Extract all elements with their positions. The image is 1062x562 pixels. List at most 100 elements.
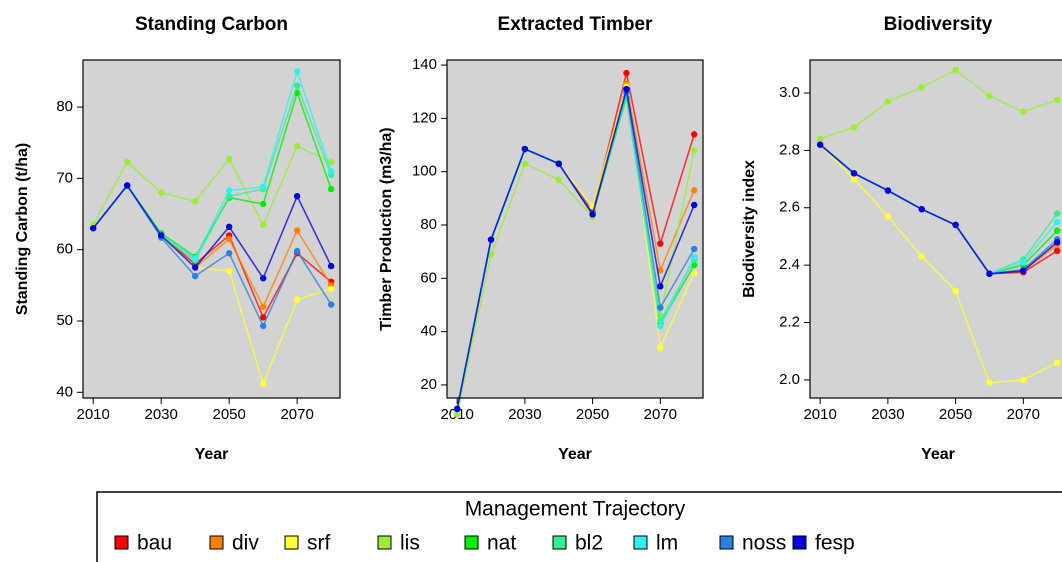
data-point bbox=[225, 155, 233, 163]
data-point bbox=[690, 269, 698, 277]
data-point bbox=[259, 221, 267, 228]
y-tick-label: 120 bbox=[412, 109, 437, 126]
data-point bbox=[191, 272, 199, 280]
series-line bbox=[819, 144, 1058, 384]
data-point bbox=[89, 225, 97, 232]
x-tick-label: 2050 bbox=[576, 406, 609, 423]
data-point bbox=[293, 68, 301, 75]
y-tick-label: 100 bbox=[412, 163, 437, 180]
data-point bbox=[191, 255, 199, 262]
data-point bbox=[1053, 227, 1061, 234]
y-tick-label: 70 bbox=[56, 169, 73, 186]
panel: Biodiversity Year Biodiversity index 2.0 2.2… bbox=[741, 14, 1062, 463]
legend-swatch bbox=[633, 535, 648, 550]
data-point bbox=[816, 141, 824, 148]
data-point bbox=[327, 301, 335, 308]
y-tick-label: 2.4 bbox=[779, 256, 800, 273]
data-point bbox=[327, 168, 335, 175]
data-point bbox=[259, 275, 267, 282]
y-tick-label: 140 bbox=[412, 56, 437, 73]
data-point bbox=[690, 131, 698, 138]
data-point bbox=[453, 405, 461, 413]
data-point bbox=[918, 84, 925, 91]
legend-label: nat bbox=[487, 532, 516, 555]
data-point bbox=[293, 82, 301, 89]
data-point bbox=[123, 182, 131, 189]
data-point bbox=[157, 232, 165, 239]
data-point bbox=[1020, 267, 1027, 275]
data-point bbox=[952, 221, 959, 229]
data-point bbox=[657, 323, 664, 330]
x-tick-label: 2050 bbox=[212, 406, 245, 423]
data-point bbox=[453, 411, 461, 418]
y-tick-label: 50 bbox=[56, 312, 73, 329]
y-tick-label: 40 bbox=[56, 383, 73, 400]
series-line bbox=[92, 145, 332, 227]
data-point bbox=[1053, 96, 1061, 104]
data-point bbox=[884, 98, 892, 105]
data-point bbox=[986, 270, 993, 277]
data-point bbox=[327, 262, 335, 270]
data-point bbox=[1020, 376, 1027, 384]
data-point bbox=[850, 170, 858, 177]
legend-label: bau bbox=[137, 532, 172, 555]
data-point bbox=[225, 235, 233, 243]
data-point bbox=[816, 135, 824, 143]
data-point bbox=[850, 175, 858, 183]
legend-swatch bbox=[464, 535, 479, 550]
legend-label: noss bbox=[742, 532, 786, 555]
data-point bbox=[225, 250, 233, 257]
panel: Standing Carbon Year Standing Carbon (t/ha… bbox=[14, 14, 341, 463]
series-line bbox=[92, 184, 332, 280]
data-point bbox=[657, 344, 664, 351]
data-point bbox=[1053, 359, 1061, 366]
data-point bbox=[1053, 247, 1061, 255]
data-point bbox=[657, 283, 664, 290]
data-point bbox=[918, 253, 925, 260]
data-point bbox=[521, 145, 529, 153]
y-axis-label: Biodiversity index bbox=[741, 160, 758, 298]
x-tick-label: 2050 bbox=[939, 406, 972, 423]
y-tick-label: 2.2 bbox=[779, 314, 800, 331]
data-point bbox=[1053, 218, 1061, 226]
data-point bbox=[986, 92, 993, 100]
data-point bbox=[690, 245, 698, 253]
legend-swatch bbox=[209, 535, 224, 550]
data-point bbox=[293, 247, 301, 255]
y-tick-label: 60 bbox=[56, 241, 73, 258]
data-point bbox=[293, 296, 301, 303]
y-tick-label: 2.8 bbox=[779, 141, 800, 158]
legend-label: fesp bbox=[815, 532, 855, 555]
legend-label: srf bbox=[307, 532, 330, 555]
data-point bbox=[327, 285, 335, 293]
plot-border bbox=[82, 59, 341, 399]
data-point bbox=[259, 314, 267, 321]
series-line bbox=[819, 69, 1058, 140]
x-tick-label: 2070 bbox=[280, 406, 313, 423]
x-tick-label: 2030 bbox=[871, 406, 904, 423]
data-point bbox=[690, 147, 698, 154]
data-point bbox=[259, 322, 267, 330]
data-point bbox=[293, 143, 301, 150]
panel: Extracted Timber Year Timber Production (m… bbox=[378, 14, 704, 463]
legend-label: bl2 bbox=[575, 532, 603, 555]
x-tick-label: 2010 bbox=[77, 406, 110, 423]
data-point bbox=[690, 201, 698, 209]
y-tick-label: 2.6 bbox=[779, 199, 800, 216]
data-point bbox=[293, 192, 301, 200]
data-point bbox=[521, 160, 529, 167]
legend-label: lm bbox=[656, 532, 678, 555]
data-point bbox=[327, 185, 335, 193]
plot-border bbox=[809, 59, 1062, 399]
data-point bbox=[1053, 238, 1061, 246]
legend-swatch bbox=[719, 535, 734, 550]
x-tick-label: 2030 bbox=[145, 406, 178, 423]
data-point bbox=[327, 158, 335, 166]
x-tick-label: 2010 bbox=[803, 406, 836, 423]
data-point bbox=[259, 183, 267, 191]
data-point bbox=[657, 267, 664, 274]
data-point bbox=[1053, 210, 1061, 217]
data-point bbox=[918, 206, 925, 213]
x-axis-label: Year bbox=[921, 446, 955, 463]
